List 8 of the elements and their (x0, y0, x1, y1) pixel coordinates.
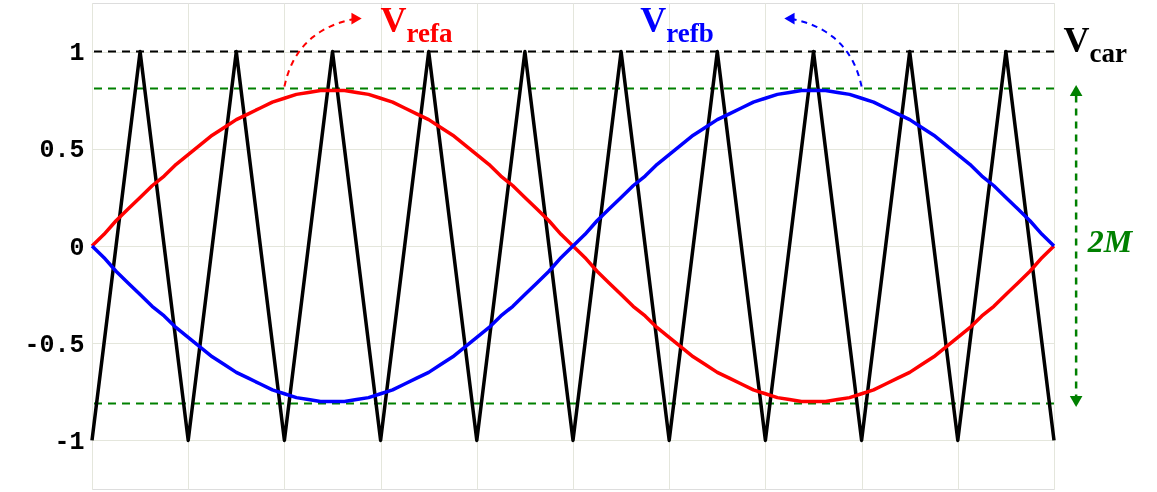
text: 2M (1086, 223, 1134, 260)
y-tick-label: -1 (54, 427, 85, 457)
y-tick-label: -0.5 (24, 330, 85, 360)
line-series (90, 49, 1056, 443)
y-tick-label: 0.5 (39, 136, 85, 166)
y-tick-label: 0 (69, 233, 85, 263)
y-tick-label: 1 (69, 39, 85, 69)
line-series (90, 88, 1056, 404)
